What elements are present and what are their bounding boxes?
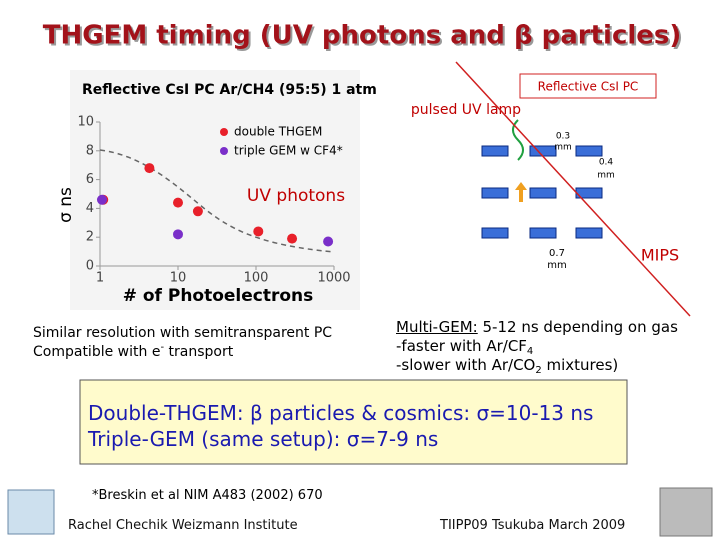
mip-track [455, 61, 691, 317]
multigem-head: Multi-GEM: [396, 318, 478, 336]
title-shadow: THGEM timing (UV photons and β particles… [45, 23, 684, 53]
data-point [287, 233, 298, 244]
multigem-text: 5-12 ns depending on gas [482, 318, 678, 336]
y-tick-label: 10 [77, 115, 94, 130]
data-point [144, 163, 155, 174]
data-point [253, 226, 264, 237]
mips-label: MIPS [641, 246, 679, 265]
chart-title: Reflective CsI PC Ar/CH4 (95:5) 1 atm [82, 82, 377, 98]
footer-author: Rachel Chechik Weizmann Institute [68, 518, 298, 533]
gap-unit: mm [547, 260, 566, 271]
footnote: *Breskin et al NIM A483 (2002) 670 [92, 488, 323, 503]
data-point [323, 236, 334, 247]
y-tick-label: 6 [86, 172, 94, 187]
note-line: Compatible with e [33, 344, 161, 360]
legend-label: double THGEM [234, 125, 322, 139]
summary-line: Triple-GEM (same setup): σ=7-9 ns [88, 427, 439, 451]
legend-label: triple GEM w CF4* [234, 144, 343, 158]
summary-line: Double-THGEM: β particles & cosmics: σ=1… [88, 401, 594, 425]
multigem-sub: 4 [526, 346, 534, 357]
title: THGEM timing (UV photons and β particles… [43, 21, 682, 51]
y-tick-label: 4 [86, 201, 94, 216]
legend-marker [220, 147, 228, 155]
legend-marker [220, 128, 228, 136]
x-tick-label: 1000 [317, 271, 350, 286]
x-tick-label: 1 [96, 271, 104, 286]
logo-left [7, 489, 55, 535]
data-point [173, 197, 183, 208]
multigem-text: -faster with Ar/CF [396, 337, 527, 355]
note-line: transport [164, 344, 234, 360]
multigem-text: -slower with Ar/CO [396, 356, 536, 374]
chart: Reflective CsI PC Ar/CH4 (95:5) 1 atm 0 2 4… [56, 70, 377, 310]
summary-text: Double-THGEM: β particles & cosmics: σ=1… [88, 400, 628, 452]
multigem-text: mixtures) [541, 356, 619, 374]
gap-unit: mm [597, 171, 615, 181]
gap-unit: mm [554, 143, 572, 153]
pc-label: Reflective CsI PC [538, 80, 639, 94]
label-box [519, 73, 657, 99]
data-point [173, 229, 183, 240]
footer-event: TIIPP09 Tsukuba March 2009 [440, 518, 626, 533]
gap-label: 0.4 [599, 158, 614, 168]
y-tick-label: 8 [86, 143, 94, 158]
gap-label: 0.3 [556, 132, 570, 142]
y-axis-label: σ ns [56, 187, 76, 223]
multigem-box: Multi-GEM: 5-12 ns depending on gas -fas… [396, 318, 716, 376]
data-point [96, 194, 107, 205]
uv-arrow [515, 182, 527, 202]
y-tick-label: 0 [86, 259, 94, 274]
x-tick-label: 100 [244, 271, 269, 286]
gap-label: 0.7 [549, 248, 565, 259]
y-tick-label: 2 [86, 230, 94, 245]
lamp-label: pulsed UV lamp [411, 102, 521, 118]
summary-box [79, 379, 628, 465]
x-tick-label: 10 [170, 271, 187, 286]
multigem-sub: 2 [535, 365, 542, 376]
note-sup: - [160, 342, 165, 353]
data-point [192, 206, 203, 217]
uv-label: UV photons [247, 186, 345, 206]
logo-right [659, 487, 713, 537]
electrodes [481, 145, 603, 239]
x-axis-label: # of Photoelectrons [123, 286, 314, 306]
plot-area [70, 70, 360, 310]
note-line: Similar resolution with semitransparent … [33, 325, 333, 341]
detector-diagram: Reflective CsI PC pulsed UV lamp 0.3 mm … [247, 61, 691, 317]
note-box: Similar resolution with semitransparent … [33, 324, 383, 362]
fit-curve [99, 149, 335, 253]
